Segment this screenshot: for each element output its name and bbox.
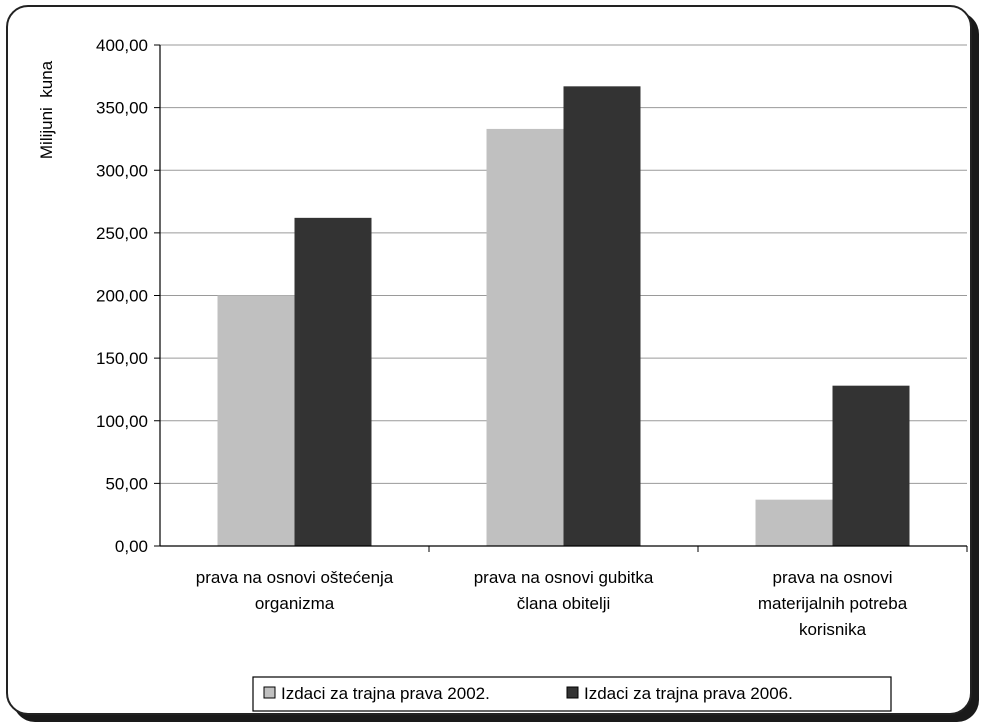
y-tick-label: 350,00 (96, 99, 148, 118)
y-tick-label: 150,00 (96, 349, 148, 368)
y-tick-labels: 0,00 50,00 100,00 150,00 200,00 250,00 300,00 3… (96, 36, 148, 556)
legend-label: Izdaci za trajna prava 2002. (281, 684, 490, 703)
category-label: prava na osnovi materijalnih potreba koris… (758, 568, 908, 639)
legend-box (252, 676, 892, 712)
bar-series2-cat3 (832, 385, 910, 546)
y-tick-label: 200,00 (96, 287, 148, 306)
bar-series1-cat2 (486, 128, 564, 547)
bar-series1-cat3 (755, 499, 833, 546)
legend-swatch (263, 686, 276, 699)
category-labels: prava na osnovi oštećenja organizma prava … (196, 568, 908, 639)
legend: Izdaci za trajna prava 2002. Izdaci za tr… (252, 676, 892, 712)
legend-swatch (566, 686, 579, 699)
y-tick-label: 100,00 (96, 412, 148, 431)
category-label: prava na osnovi oštećenja organizma (196, 568, 394, 613)
y-tick-label: 250,00 (96, 224, 148, 243)
y-tick-label: 300,00 (96, 161, 148, 180)
y-tick-label: 50,00 (105, 474, 148, 493)
bar-series2-cat1 (294, 217, 372, 546)
axes (154, 44, 968, 552)
bar-series1-cat1 (217, 295, 295, 546)
y-tick-label: 400,00 (96, 36, 148, 55)
legend-label: Izdaci za trajna prava 2006. (584, 684, 793, 703)
y-tick-label: 0,00 (115, 537, 148, 556)
category-label: prava na osnovi gubitka člana obitelji (474, 568, 654, 613)
bar-series2-cat2 (563, 86, 641, 547)
y-axis-label: Milijuni kuna (37, 60, 56, 159)
bars (217, 86, 910, 547)
